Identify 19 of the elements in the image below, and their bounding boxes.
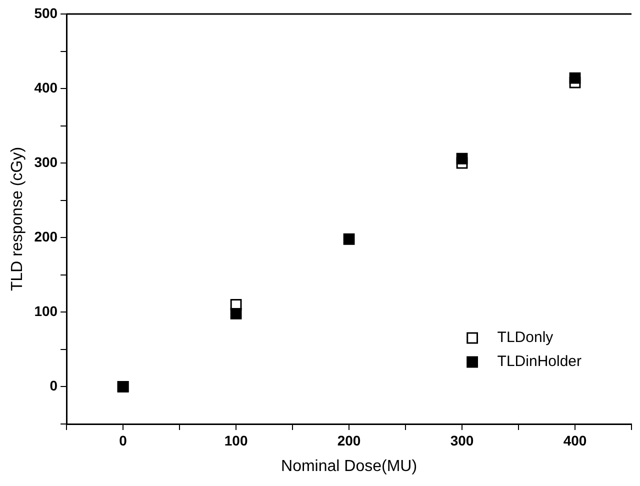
y-tick-label: 500 bbox=[34, 4, 58, 21]
y-tick-label: 300 bbox=[34, 154, 58, 170]
x-axis-title: Nominal Dose(MU) bbox=[281, 458, 418, 475]
y-tick-label: 400 bbox=[34, 79, 58, 96]
y-tick-label: 0 bbox=[50, 378, 58, 394]
point bbox=[456, 152, 468, 164]
x-tick-label: 100 bbox=[224, 432, 248, 448]
legend-label: TLDinHolder bbox=[497, 353, 582, 370]
point bbox=[230, 308, 242, 320]
legend-label: TLDonly bbox=[497, 329, 554, 346]
x-tick-label: 400 bbox=[563, 432, 587, 448]
x-tick-label: 200 bbox=[337, 432, 361, 448]
y-axis-title: TLD response (cGy) bbox=[9, 146, 26, 292]
x-tick-label: 0 bbox=[119, 432, 128, 448]
x-tick-label: 300 bbox=[450, 432, 474, 448]
y-tick-label: 200 bbox=[34, 228, 58, 244]
y-tick-label: 100 bbox=[34, 303, 58, 320]
point bbox=[569, 72, 581, 84]
point bbox=[343, 233, 355, 245]
